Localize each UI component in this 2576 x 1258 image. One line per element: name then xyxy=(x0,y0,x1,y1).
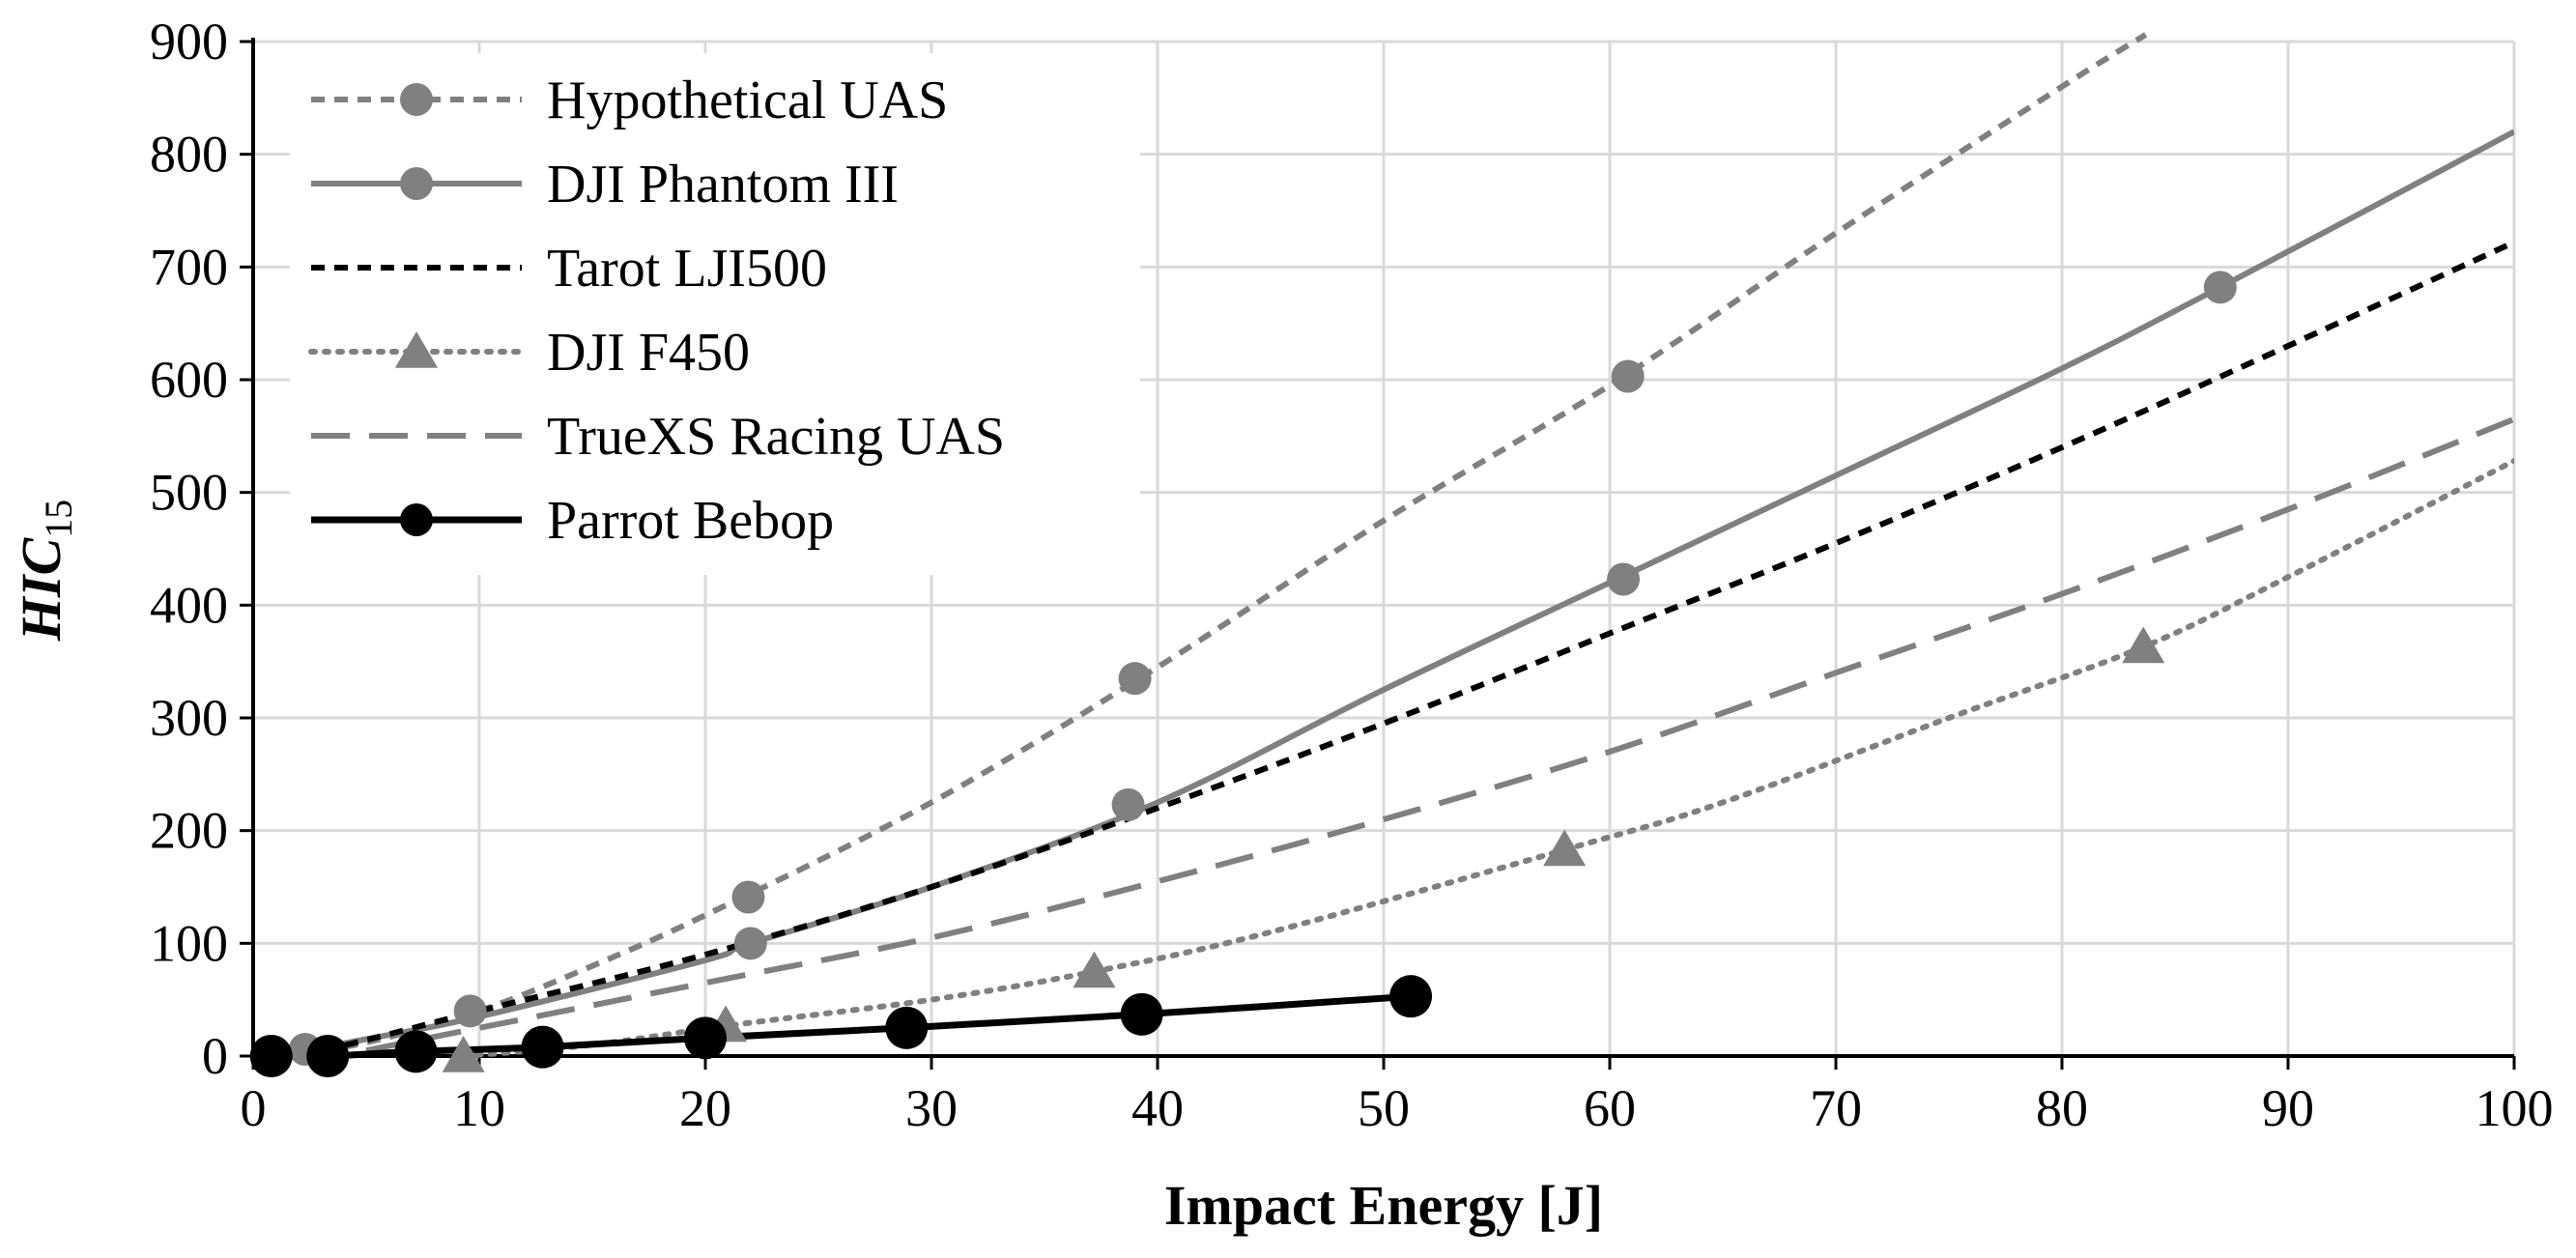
data-point-hypothetical-uas xyxy=(1118,662,1152,696)
x-tick-label: 0 xyxy=(241,1079,267,1137)
data-point-parrot-bebop xyxy=(885,1006,929,1049)
data-point-dji-f450 xyxy=(442,1036,485,1072)
axes: 0 10 20 30 40 50 60 70 80 90 100 0 100 200 300 400 500 60… xyxy=(150,13,2554,1137)
x-tick-label: 60 xyxy=(1584,1079,1636,1137)
legend-label-parrot-bebop: Parrot Bebop xyxy=(547,491,834,551)
series-line-dji-phantom-iii xyxy=(274,129,2514,1059)
x-tick-label: 50 xyxy=(1358,1079,1410,1137)
legend-label-dji-phantom-iii: DJI Phantom III xyxy=(547,155,899,214)
legend-item-dji-f450: DJI F450 xyxy=(308,323,750,383)
legend-marker-dji-f450 xyxy=(394,331,439,368)
y-tick-label: 700 xyxy=(150,238,228,296)
legend-marker-parrot-bebop xyxy=(400,503,433,536)
legend-label-tarot-lji500: Tarot LJI500 xyxy=(547,239,827,299)
data-point-parrot-bebop xyxy=(521,1025,564,1069)
series-line-truexs-racing-uas xyxy=(365,416,2514,1054)
data-point-parrot-bebop xyxy=(249,1035,293,1077)
x-tick-label: 90 xyxy=(2262,1079,2314,1137)
data-point-dji-phantom-iii xyxy=(1607,562,1641,596)
y-tick-label: 300 xyxy=(150,689,228,747)
x-tick-label: 40 xyxy=(1131,1079,1184,1137)
series-line-dji-f450 xyxy=(460,458,2514,1059)
data-point-dji-phantom-iii xyxy=(733,927,767,960)
x-axis-title: Impact Energy [J] xyxy=(1164,1174,1603,1237)
data-point-hypothetical-uas xyxy=(731,880,765,914)
data-point-dji-f450 xyxy=(2122,626,2165,664)
y-axis-title-subscript: 15 xyxy=(37,500,80,538)
x-tick-label: 100 xyxy=(2476,1079,2554,1137)
x-tick-label: 20 xyxy=(679,1079,731,1137)
legend-label-hypothetical-uas: Hypothetical UAS xyxy=(547,71,948,130)
x-tick-label: 70 xyxy=(1810,1079,1862,1137)
data-point-parrot-bebop xyxy=(1120,992,1163,1036)
legend-item-tarot-lji500: Tarot LJI500 xyxy=(311,239,827,299)
y-tick-label: 100 xyxy=(150,914,228,972)
data-point-dji-phantom-iii xyxy=(2203,271,2237,304)
y-axis-title: HIC15 xyxy=(10,500,80,642)
y-tick-label: 200 xyxy=(150,802,228,860)
x-tick-label: 80 xyxy=(2036,1079,2088,1137)
data-point-parrot-bebop xyxy=(684,1016,727,1060)
legend-background xyxy=(290,53,1140,575)
y-tick-label: 900 xyxy=(150,13,228,71)
y-tick-label: 500 xyxy=(150,464,228,522)
y-tick-label: 800 xyxy=(150,126,228,184)
y-tick-label: 0 xyxy=(202,1027,228,1085)
legend-item-parrot-bebop: Parrot Bebop xyxy=(311,491,834,551)
y-axis-title-main: HIC xyxy=(10,537,72,643)
legend-marker-hypothetical-uas xyxy=(400,83,433,116)
data-point-hypothetical-uas xyxy=(453,994,487,1028)
x-tick-label: 30 xyxy=(905,1079,958,1137)
data-point-parrot-bebop xyxy=(306,1035,350,1077)
legend-label-dji-f450: DJI F450 xyxy=(547,323,750,383)
data-point-parrot-bebop xyxy=(394,1030,438,1073)
data-point-dji-f450 xyxy=(1073,951,1116,988)
data-point-dji-f450 xyxy=(1543,829,1587,867)
x-tick-label: 10 xyxy=(453,1079,505,1137)
y-tick-label: 400 xyxy=(150,576,228,634)
series-line-hypothetical-uas xyxy=(298,32,2148,1056)
legend-item-hypothetical-uas: Hypothetical UAS xyxy=(311,71,948,130)
series-markers xyxy=(249,271,2237,1077)
legend-marker-dji-phantom-iii xyxy=(400,167,433,200)
legend: Hypothetical UAS DJI Phantom III Tarot LJI… xyxy=(290,53,1140,575)
data-point-hypothetical-uas xyxy=(1611,359,1645,393)
legend-item-dji-phantom-iii: DJI Phantom III xyxy=(311,155,899,214)
legend-label-truexs-racing-uas: TrueXS Racing UAS xyxy=(547,407,1005,467)
data-point-parrot-bebop xyxy=(1389,975,1433,1018)
data-point-dji-phantom-iii xyxy=(1111,787,1145,821)
y-tick-label: 600 xyxy=(150,351,228,409)
grid xyxy=(251,40,2516,1056)
legend-item-truexs-racing-uas: TrueXS Racing UAS xyxy=(311,407,1005,467)
